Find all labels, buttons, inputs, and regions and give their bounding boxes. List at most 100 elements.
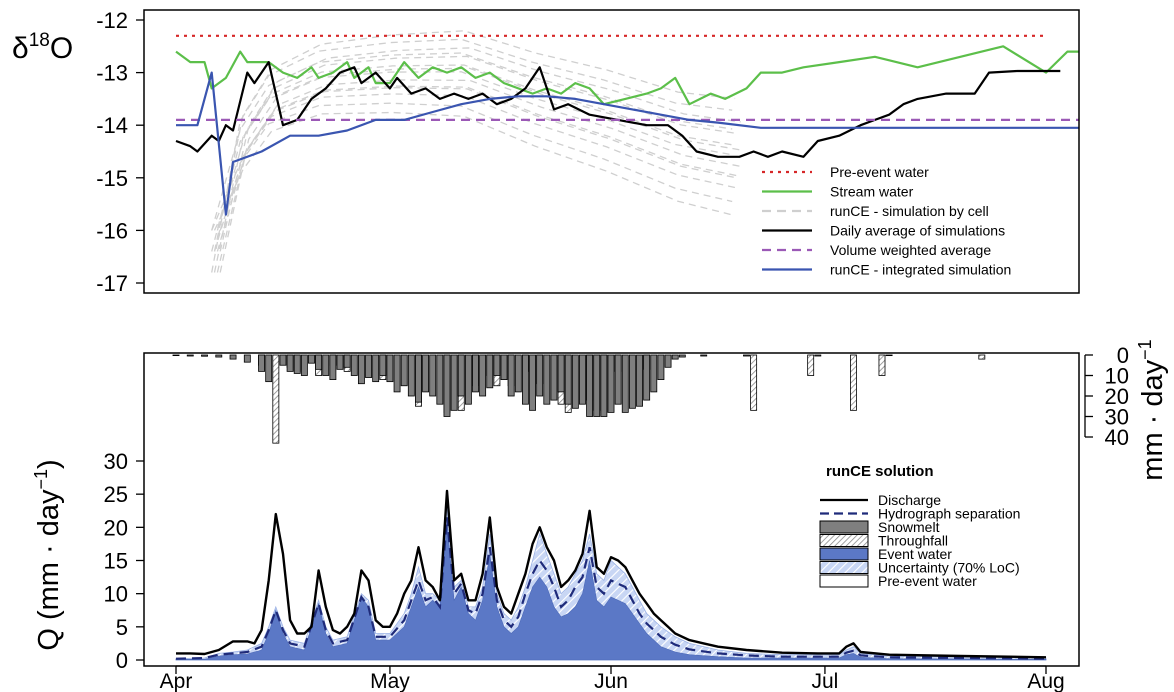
top-y-tick-label: -14: [96, 113, 128, 138]
bottom-y-tick-label: 30: [104, 449, 128, 474]
top-y-tick-label: -12: [96, 8, 128, 33]
snowmelt-bar: [258, 354, 266, 372]
snowmelt-bar: [315, 354, 323, 370]
snowmelt-bar: [814, 354, 822, 357]
event-water-area: [175, 520, 1047, 661]
legend-label: Pre-event water: [830, 164, 929, 180]
legend-label: Uncertainty (70% LoC): [878, 560, 1020, 576]
legend-label: Daily average of simulations: [830, 223, 1005, 239]
snowmelt-bar: [365, 354, 372, 378]
snowmelt-bar: [479, 354, 487, 397]
legend-label: Stream water: [830, 184, 914, 200]
discharge-areas: [175, 489, 1047, 661]
snowmelt-bar: [308, 354, 315, 364]
legend-swatch: [819, 574, 869, 588]
throughfall-bar: [750, 354, 758, 411]
snowmelt-bar: [472, 354, 479, 393]
legend-swatch: [819, 561, 869, 574]
snowmelt-bar: [443, 354, 451, 417]
snowmelt-bar: [415, 354, 422, 403]
right-y-tick-label: 10: [1105, 364, 1129, 389]
snowmelt-bar: [579, 354, 586, 405]
x-tick-label: Aug: [1027, 670, 1064, 692]
snowmelt-bar: [493, 354, 501, 376]
top-legend: Pre-event water Stream water runCE - simul…: [762, 164, 1011, 278]
throughfall-bar: [850, 354, 857, 411]
legend-label: Discharge: [878, 492, 941, 508]
snowmelt-bar: [507, 354, 515, 397]
snowmelt-bar: [586, 354, 594, 417]
cell-simulation-line: [219, 79, 741, 231]
snowmelt-bar: [186, 354, 194, 357]
snowmelt-bar: [700, 354, 708, 357]
top-y-tick-label: -16: [96, 218, 128, 243]
snowmelt-bar: [407, 354, 415, 397]
cell-simulation-line: [216, 55, 738, 231]
precipitation-bars: [172, 354, 986, 444]
isotope-series: [175, 34, 1079, 216]
x-tick-label: Jun: [594, 670, 628, 692]
snowmelt-bar: [664, 354, 672, 368]
snowmelt-bar: [450, 354, 458, 411]
discharge-line: [176, 489, 1047, 659]
legend-title: runCE solution: [826, 463, 934, 480]
throughfall-bar: [272, 354, 280, 444]
snowmelt-bar: [386, 354, 394, 383]
legend-label: runCE - simulation by cell: [830, 203, 989, 219]
throughfall-bar: [878, 354, 886, 376]
snowmelt-bar: [514, 354, 522, 393]
legend-label: Snowmelt: [878, 519, 940, 535]
right-y-tick-label: 0: [1117, 343, 1129, 368]
snowmelt-bar: [265, 354, 273, 383]
snowmelt-bar: [650, 354, 658, 393]
snowmelt-bar: [379, 354, 387, 376]
snowmelt-bar: [243, 354, 251, 363]
cell-simulation-line: [213, 30, 736, 252]
top-plot-frame: [143, 9, 1080, 294]
bottom-y-tick-label: 20: [104, 515, 128, 540]
snowmelt-bar: [657, 354, 665, 381]
snowmelt-bar: [201, 354, 208, 357]
snowmelt-bar: [743, 354, 750, 357]
snowmelt-bar: [614, 354, 622, 405]
x-tick-label: Apr: [160, 670, 193, 692]
snowmelt-bar: [293, 354, 301, 374]
top-y-axis-label: δ18O: [12, 30, 73, 65]
throughfall-bar: [978, 354, 986, 360]
snowmelt-bar: [329, 354, 337, 381]
snowmelt-bar: [557, 354, 565, 393]
snowmelt-bar: [464, 354, 472, 405]
top-y-tick-label: -15: [96, 166, 128, 191]
snowmelt-bar: [322, 354, 330, 376]
snowmelt-bar: [550, 354, 558, 401]
snowmelt-bar: [336, 354, 344, 370]
snowmelt-bar: [343, 354, 351, 368]
legend-swatch: [819, 547, 869, 561]
snowmelt-bar: [607, 354, 615, 413]
top-y-axis: -12 -13 -14 -15 -16 -17: [96, 8, 144, 296]
simulation-by-cell-lines: [211, 30, 741, 273]
right-y-tick-label: 20: [1105, 384, 1129, 409]
cell-simulation-line: [216, 86, 739, 252]
legend-label: Pre-event water: [878, 573, 977, 589]
x-tick-label: Jul: [812, 670, 839, 692]
snowmelt-bar: [429, 354, 437, 397]
snowmelt-bar: [457, 354, 465, 397]
snowmelt-bar: [521, 354, 529, 405]
cell-simulation-line: [211, 102, 733, 231]
x-tick-label: May: [370, 670, 410, 692]
snowmelt-bar: [678, 354, 686, 358]
bottom-y-axis-label: Q (mm · day−1): [31, 459, 65, 650]
legend-swatch: [819, 520, 869, 534]
cell-simulation-line: [219, 47, 741, 252]
snowmelt-bar: [564, 354, 572, 405]
hydrograph-separation-line: [175, 517, 1047, 660]
snowmelt-bar: [671, 354, 679, 360]
legend-label: Throughfall: [878, 533, 948, 549]
bottom-y-tick-label: 10: [104, 582, 128, 607]
snowmelt-bar: [628, 354, 636, 409]
series-stream-water: [175, 45, 1079, 106]
snowmelt-bar: [393, 354, 401, 393]
